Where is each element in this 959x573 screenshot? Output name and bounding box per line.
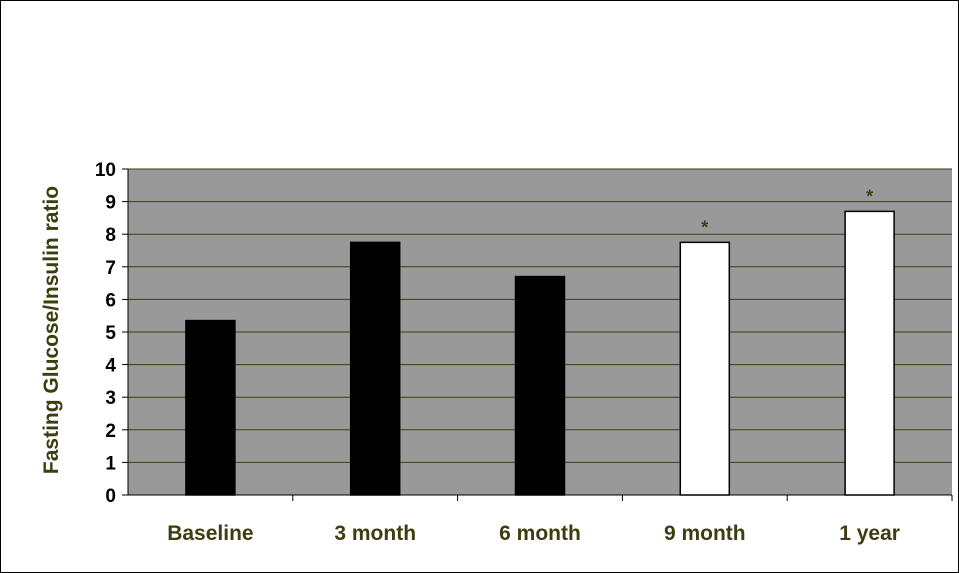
- bar: [185, 319, 236, 496]
- y-axis-title: Fasting Glucose/Insulin ratio: [40, 186, 63, 474]
- bar: [844, 210, 895, 496]
- y-tick-label: 7: [105, 258, 116, 279]
- x-category-label: 3 month: [334, 522, 416, 545]
- significance-marker: *: [866, 186, 873, 206]
- y-tick-label: 3: [105, 388, 116, 409]
- y-tick-label: 2: [105, 421, 116, 442]
- y-tick-label: 10: [95, 160, 116, 181]
- bar: [349, 241, 401, 496]
- x-category-label: Baseline: [167, 522, 253, 545]
- y-tick-label: 1: [105, 453, 116, 474]
- significance-marker: *: [701, 217, 708, 237]
- y-tick-label: 5: [105, 323, 116, 344]
- y-tick-label: 0: [105, 486, 116, 507]
- y-tick-label: 4: [105, 356, 116, 377]
- y-tick-label: 9: [105, 193, 116, 214]
- x-category-label: 6 month: [499, 522, 581, 545]
- x-category-label: 9 month: [664, 522, 746, 545]
- bar: [514, 275, 566, 496]
- y-tick-label: 6: [105, 290, 116, 311]
- y-tick-label: 8: [105, 225, 116, 246]
- x-category-label: 1 year: [839, 522, 900, 545]
- bar: [679, 241, 731, 496]
